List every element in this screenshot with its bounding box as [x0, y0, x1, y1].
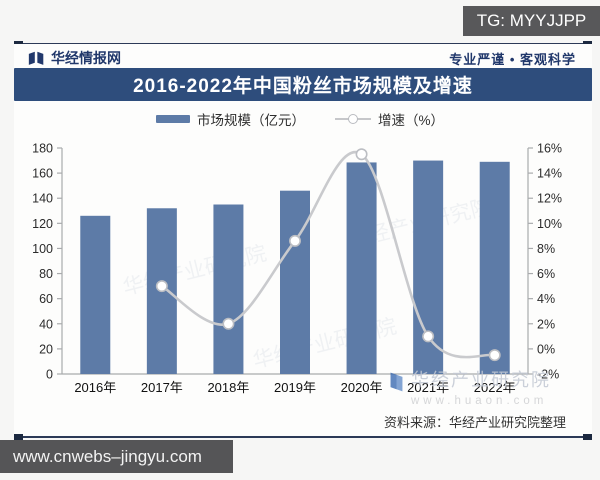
huaon-watermark-name: 华经产业研究院 [411, 370, 551, 390]
data-source-note: 资料来源：华经产业研究院整理 [383, 415, 566, 430]
huajing-logo-icon [28, 51, 45, 66]
bar-2019年 [280, 190, 310, 374]
bar-2016年 [80, 215, 111, 374]
left-axis-label: 0 [46, 368, 53, 382]
x-axis-label: 2022年 [474, 380, 516, 395]
right-axis-label: 14% [537, 167, 562, 181]
market-size-chart: 华经产业研究院华经产业研究院华经产业研究院0-2%200%402%604%806… [20, 130, 580, 410]
right-axis-label: 6% [537, 267, 555, 281]
huaon-watermark-url: www.huaon.com [411, 395, 548, 407]
bar-2022年 [479, 161, 510, 374]
left-axis-label: 40 [39, 317, 53, 331]
legend-item-market-size: 市场规模（亿元） [155, 109, 305, 129]
right-axis-label: 2% [537, 317, 555, 331]
left-axis-label: 140 [32, 192, 53, 206]
x-axis-label: 2019年 [274, 380, 316, 395]
right-axis-label: 8% [537, 242, 555, 256]
right-axis-label: 16% [537, 142, 562, 156]
growth-line-marker [222, 317, 235, 330]
huaon-watermark: 华经产业研究院 www.huaon.com [388, 366, 568, 407]
left-axis-label: 60 [39, 292, 53, 306]
left-axis-label: 20 [39, 342, 53, 356]
plot-watermark: 华经产业研究院 [121, 242, 269, 300]
chart-title-banner: 2016-2022年中国粉丝市场规模及增速 [14, 68, 592, 101]
right-axis-label: 12% [537, 192, 562, 206]
card-header: 华经情报网 专业严谨 • 客观科学 [28, 49, 576, 67]
chart-legend: 市场规模（亿元） 增速（%） [0, 109, 600, 129]
line-series-swatch [334, 114, 371, 124]
huaon-logo-icon [388, 370, 405, 394]
tg-contact-badge: TG: MYYJJPP [463, 6, 600, 36]
bar-2018年 [213, 204, 244, 374]
x-axis-label: 2021年 [407, 380, 449, 395]
brand-name: 华经情报网 [51, 50, 121, 66]
site-url-badge: www.cnwebs–jingyu.com [0, 440, 233, 473]
right-axis-label: 4% [537, 292, 555, 306]
left-axis-label: 180 [32, 142, 53, 156]
brand: 华经情报网 [28, 48, 121, 68]
legend-item-growth: 增速（%） [334, 109, 444, 129]
card-bottom-border [14, 434, 592, 440]
x-axis-label: 2016年 [74, 380, 116, 395]
left-axis-label: 80 [39, 267, 53, 281]
brand-slogan: 专业严谨 • 客观科学 [449, 51, 576, 67]
x-axis-label: 2018年 [207, 380, 249, 395]
right-axis-label: -2% [537, 368, 559, 382]
growth-line-marker [288, 234, 301, 247]
growth-line-marker [422, 330, 435, 343]
bar-series-label: 市场规模（亿元） [196, 113, 305, 128]
x-axis-label: 2017年 [141, 380, 183, 395]
left-axis-label: 100 [32, 242, 53, 256]
bar-2020年 [346, 162, 377, 374]
plot-watermark: 华经产业研究院 [251, 315, 399, 373]
right-axis-label: 10% [537, 217, 562, 231]
growth-line-marker [355, 148, 368, 161]
growth-line-marker [155, 280, 168, 293]
growth-line-marker [488, 349, 501, 362]
line-series-label: 增速（%） [377, 113, 444, 128]
left-axis-label: 160 [32, 167, 53, 181]
left-axis-label: 120 [32, 217, 53, 231]
bar-series-swatch [155, 115, 190, 123]
x-axis-label: 2020年 [341, 380, 383, 395]
right-axis-label: 0% [537, 342, 555, 356]
